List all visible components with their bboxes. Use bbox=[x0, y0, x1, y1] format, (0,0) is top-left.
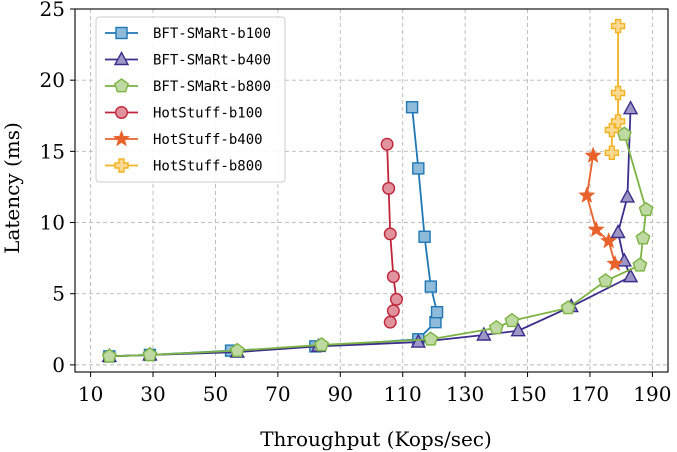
legend-marker bbox=[114, 78, 129, 93]
legend-marker bbox=[115, 26, 128, 40]
legend-marker bbox=[114, 105, 128, 119]
data-point bbox=[584, 146, 602, 163]
x-tick-label: 10 bbox=[78, 382, 103, 406]
legend-label: HotStuff-b100 bbox=[153, 106, 263, 122]
legend: BFT-SMaRt-b100 BFT-SMaRt-b400 BFT-SMaRt-b8… bbox=[95, 16, 286, 183]
data-point bbox=[638, 201, 654, 217]
data-point bbox=[610, 224, 626, 239]
data-point bbox=[598, 273, 614, 288]
data-point bbox=[610, 114, 626, 129]
data-point bbox=[410, 333, 426, 348]
legend-marker bbox=[114, 158, 129, 173]
data-point bbox=[610, 85, 626, 101]
data-point bbox=[587, 220, 605, 237]
data-point bbox=[383, 227, 397, 241]
data-point bbox=[504, 312, 520, 328]
data-point bbox=[386, 304, 400, 318]
tick-labels: 10 30 50 70 90 110 130 150 170 190 0 5 10 15 20 25 bbox=[40, 0, 672, 406]
data-point bbox=[229, 342, 245, 358]
data-point bbox=[600, 232, 618, 249]
data-point bbox=[632, 257, 648, 272]
legend-item: HotStuff-b800 bbox=[105, 158, 263, 175]
x-tick-label: 90 bbox=[328, 382, 353, 406]
x-tick-label: 130 bbox=[446, 382, 484, 406]
data-point bbox=[424, 280, 437, 293]
x-tick-label: 70 bbox=[265, 382, 290, 406]
data-point bbox=[423, 331, 439, 346]
legend-item: HotStuff-b400 bbox=[105, 130, 263, 148]
data-point bbox=[606, 254, 624, 272]
x-tick-label: 150 bbox=[508, 382, 546, 406]
legend-label: BFT-SMaRt-b800 bbox=[153, 79, 271, 95]
data-point bbox=[142, 347, 158, 362]
legend-item: BFT-SMaRt-b400 bbox=[105, 51, 271, 69]
y-tick-label: 0 bbox=[52, 353, 65, 377]
data-point bbox=[382, 181, 396, 195]
data-point bbox=[560, 300, 576, 315]
data-point bbox=[510, 322, 526, 337]
data-point bbox=[619, 188, 636, 203]
data-point bbox=[622, 268, 639, 283]
axes bbox=[70, 8, 669, 377]
legend-label: HotStuff-b800 bbox=[153, 159, 263, 175]
y-tick-label: 25 bbox=[40, 0, 65, 21]
x-tick-label: 190 bbox=[633, 382, 671, 406]
x-tick-label: 30 bbox=[140, 382, 165, 406]
data-point bbox=[412, 162, 425, 175]
y-axis-title: Latency (ms) bbox=[0, 122, 24, 254]
data-point bbox=[430, 306, 444, 319]
data-point bbox=[418, 230, 431, 243]
legend-box bbox=[95, 16, 286, 183]
legend-label: BFT-SMaRt-b400 bbox=[153, 53, 271, 69]
data-point bbox=[389, 292, 403, 306]
y-tick-label: 15 bbox=[40, 139, 65, 163]
legend-item: BFT-SMaRt-b800 bbox=[105, 78, 271, 95]
x-tick-label: 50 bbox=[203, 382, 228, 406]
plot-frame bbox=[74, 8, 669, 373]
legend-label: HotStuff-b400 bbox=[153, 132, 263, 148]
data-point bbox=[101, 348, 117, 363]
x-tick-label: 110 bbox=[384, 382, 422, 406]
x-tick-label: 170 bbox=[571, 382, 609, 406]
series-HotStuff-b800 bbox=[604, 18, 626, 160]
series-layer bbox=[101, 18, 654, 363]
data-point bbox=[405, 101, 419, 114]
data-point bbox=[616, 252, 632, 267]
legend-marker bbox=[113, 51, 130, 66]
data-point bbox=[386, 270, 400, 284]
data-point bbox=[610, 18, 626, 34]
y-tick-label: 5 bbox=[52, 282, 65, 306]
legend-item: BFT-SMaRt-b100 bbox=[105, 26, 271, 42]
series-line bbox=[585, 155, 616, 265]
data-point bbox=[604, 145, 620, 160]
series-HotStuff-b400 bbox=[578, 146, 624, 272]
series-BFT-SMaRt-b800 bbox=[101, 126, 654, 363]
legend-item: HotStuff-b100 bbox=[105, 106, 263, 122]
series-HotStuff-b100 bbox=[380, 137, 403, 329]
x-axis-title: Throughput (Kops/sec) bbox=[260, 427, 492, 451]
data-point bbox=[622, 100, 639, 115]
data-point bbox=[383, 315, 397, 329]
legend-marker bbox=[112, 130, 131, 147]
data-point bbox=[604, 122, 620, 138]
data-point bbox=[380, 137, 394, 151]
y-tick-label: 20 bbox=[40, 68, 65, 92]
data-point bbox=[314, 337, 330, 352]
data-point bbox=[635, 230, 651, 245]
data-point bbox=[488, 320, 504, 335]
data-point bbox=[578, 186, 596, 203]
y-tick-label: 10 bbox=[40, 211, 65, 235]
data-point bbox=[476, 326, 492, 341]
legend-label: BFT-SMaRt-b100 bbox=[153, 26, 271, 42]
